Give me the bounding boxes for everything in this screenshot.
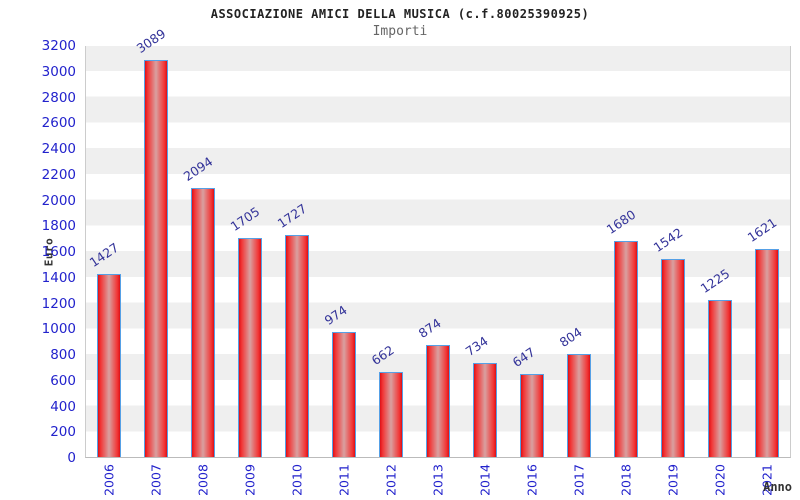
y-axis: 0 200 400 600 800 1000 1200 1400 1600 1800 2000 220… — [0, 39, 76, 465]
y-tick-label-2400: 2400 — [41, 141, 76, 157]
x-tick-label-2007: 2007 — [148, 464, 164, 496]
y-tick-label-3200: 3200 — [41, 38, 76, 54]
x-tick-label-2012: 2012 — [383, 464, 399, 496]
bar-2014 — [472, 362, 497, 457]
bar-value-label-2016: 647 — [509, 344, 538, 370]
x-tick-label-2008: 2008 — [195, 464, 211, 496]
y-tick-label-2800: 2800 — [41, 89, 76, 106]
chart-subtitle: Importi — [372, 24, 428, 39]
chart-title: ASSOCIAZIONE AMICI DELLA MUSICA (c.f.800… — [210, 7, 590, 21]
bar-value-label-2009: 1705 — [227, 203, 263, 235]
y-tick-label-2200: 2200 — [41, 166, 76, 183]
y-tick-label-0: 0 — [67, 450, 76, 466]
bar-2016 — [519, 373, 544, 457]
bar-2021 — [754, 248, 779, 457]
y-tick-label-1600: 1600 — [41, 244, 76, 260]
x-tick-label-2010: 2010 — [289, 464, 305, 496]
x-tick-label-2018: 2018 — [618, 464, 634, 496]
bar-2019 — [660, 258, 685, 457]
y-tick-label-1200: 1200 — [41, 295, 76, 312]
bar-2012 — [379, 371, 404, 457]
y-tick-label-600: 600 — [50, 372, 76, 389]
x-tick-label-2016: 2016 — [524, 464, 540, 496]
bar-value-label-2020: 1225 — [697, 265, 732, 296]
x-tick-label-2019: 2019 — [665, 464, 681, 496]
bar-value-label-2018: 1680 — [603, 207, 639, 238]
bar-2011 — [332, 331, 357, 457]
bar-2018 — [613, 241, 638, 457]
bar-2010 — [285, 235, 310, 457]
bar-2017 — [566, 353, 591, 457]
y-tick-label-1400: 1400 — [41, 269, 76, 286]
bar-value-label-2008: 2094 — [180, 153, 216, 185]
y-tick-label-2600: 2600 — [41, 115, 76, 132]
x-tick-label-2006: 2006 — [101, 464, 117, 496]
y-axis-title: Euro — [42, 237, 56, 267]
y-tick-label-200: 200 — [50, 424, 76, 441]
bar-2020 — [707, 299, 732, 457]
y-tick-label-2000: 2000 — [41, 192, 76, 209]
y-tick-label-1000: 1000 — [41, 321, 76, 338]
x-tick-label-2013: 2013 — [430, 464, 446, 496]
bar-value-label-2019: 1542 — [650, 224, 686, 255]
x-tick-label-2017: 2017 — [571, 464, 587, 496]
bar-value-label-2017: 804 — [556, 323, 585, 350]
y-tick-label-1800: 1800 — [41, 218, 76, 235]
y-tick-label-800: 800 — [50, 347, 76, 363]
x-tick-label-2014: 2014 — [477, 464, 493, 496]
bar-value-label-2012: 662 — [368, 342, 397, 368]
x-axis: 2006 2007 2008 2009 2010 2011 2012 2013 2014 2016… — [85, 458, 791, 500]
bar-value-label-2013: 874 — [415, 314, 444, 341]
bar-2013 — [426, 344, 450, 457]
bar-value-label-2014: 734 — [462, 332, 491, 359]
x-axis-title: Anno — [763, 480, 792, 494]
plot-area: 1427 3089 2094 1705 1727 974 662 874 734 647 804 16… — [85, 26, 791, 458]
bar-2008 — [191, 188, 216, 457]
bar-value-label-2021: 1621 — [744, 214, 779, 245]
y-tick-label-3000: 3000 — [41, 63, 76, 80]
x-tick-label-2011: 2011 — [336, 464, 352, 496]
bar-value-label-2006: 1427 — [87, 239, 122, 270]
y-tick-label-400: 400 — [50, 398, 76, 415]
bar-2009 — [238, 238, 263, 457]
x-tick-label-2020: 2020 — [712, 464, 728, 496]
bar-2007 — [144, 60, 169, 457]
x-tick-label-2009: 2009 — [242, 464, 258, 496]
bar-value-label-2010: 1727 — [274, 200, 310, 232]
bar-2006 — [97, 273, 122, 457]
bar-value-label-2011: 974 — [321, 302, 350, 328]
